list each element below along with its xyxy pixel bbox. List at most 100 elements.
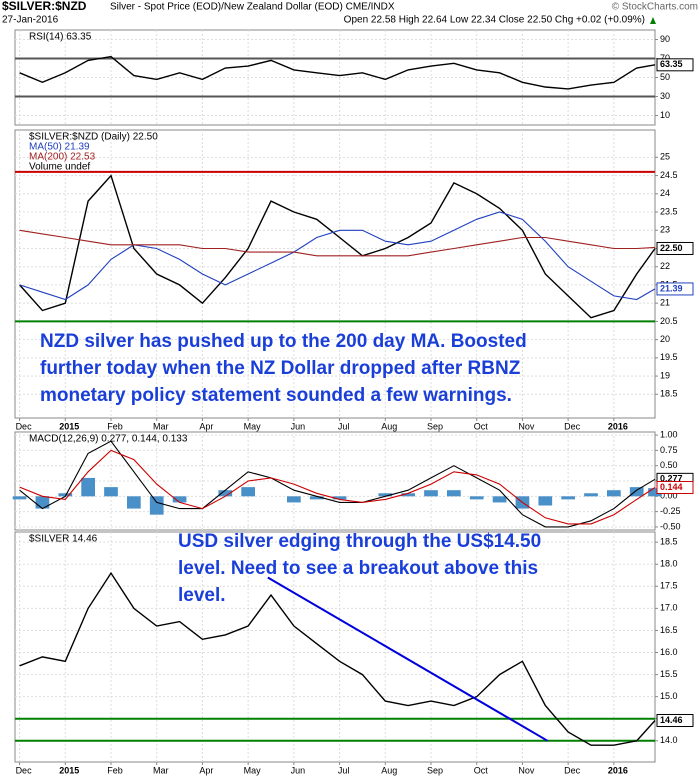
x-tick-label: Oct	[474, 765, 489, 775]
legend-entry: MA(200) 22.53	[29, 152, 96, 163]
x-tick-label: Jul	[338, 765, 350, 775]
up-arrow	[650, 17, 656, 24]
series-line	[19, 174, 656, 319]
series-line	[19, 229, 656, 257]
series-line	[19, 449, 656, 525]
trend-line	[267, 576, 549, 742]
y-tick-label: 24	[660, 188, 670, 198]
x-tick-label: Oct	[474, 421, 489, 431]
y-tick-label: 17.0	[660, 603, 678, 613]
x-tick-label: Dec	[16, 765, 33, 775]
last-value-box	[656, 58, 694, 72]
panel	[14, 129, 656, 419]
y-tick-label: 14.0	[660, 735, 678, 745]
x-tick-label: Mar	[153, 421, 169, 431]
legend-entry: Volume undef	[29, 162, 90, 173]
histogram-bar	[127, 496, 141, 509]
y-tick-label: -0.25	[660, 506, 681, 516]
y-tick-label: 15.5	[660, 669, 678, 679]
y-tick-label: 20.5	[660, 316, 678, 326]
panel-title: $SILVER 14.46	[29, 534, 98, 545]
x-tick-label: 2016	[608, 765, 628, 775]
histogram-bar	[378, 493, 393, 497]
x-tick-label: 2015	[59, 421, 79, 431]
y-tick-label: 17.5	[660, 581, 678, 591]
y-tick-label: 23	[660, 225, 670, 235]
x-tick-label: Mar	[153, 765, 169, 775]
panel-title: RSI(14) 63.35	[29, 32, 92, 43]
last-value-label: 14.46	[660, 715, 683, 725]
annotation: monetary policy statement sounded a few …	[40, 385, 512, 406]
x-tick-label: 2016	[608, 421, 628, 431]
y-tick-label: 0.50	[660, 460, 678, 470]
annotation: NZD silver has pushed up to the 200 day …	[40, 331, 527, 352]
x-tick-label: Nov	[518, 421, 535, 431]
histogram-bar	[538, 496, 553, 506]
last-value-label: 0.277	[660, 474, 683, 484]
y-tick-label: 20	[660, 334, 670, 344]
histogram-bar	[58, 493, 73, 497]
last-value-label: 21.39	[660, 283, 683, 293]
histogram-bar	[149, 496, 164, 515]
x-tick-label: 2015	[59, 765, 79, 775]
x-tick-label: Aug	[381, 421, 397, 431]
x-tick-label: Aug	[381, 765, 397, 775]
y-tick-label: 23.5	[660, 206, 678, 216]
y-tick-label: 22	[660, 261, 670, 271]
y-tick-label: 15.0	[660, 691, 678, 701]
annotation: level. Need to see a breakout above this	[178, 558, 538, 579]
y-tick-label: 18.5	[660, 537, 678, 547]
panel-title: $SILVER:$NZD (Daily) 22.50	[29, 132, 158, 143]
x-tick-label: Jun	[291, 765, 306, 775]
legend-entry: MA(50) 21.39	[29, 142, 90, 153]
x-tick-label: Feb	[107, 765, 123, 775]
x-tick-label: May	[244, 765, 262, 775]
annotation: level.	[178, 585, 226, 606]
histogram-bar	[561, 496, 575, 500]
histogram-bar	[287, 496, 301, 503]
histogram-bar	[35, 496, 50, 509]
x-tick-label: Dec	[564, 421, 581, 431]
series-line	[19, 211, 656, 301]
x-tick-label: Nov	[518, 765, 535, 775]
histogram-bar	[172, 496, 187, 503]
annotation: USD silver edging through the US$14.50	[178, 531, 541, 552]
histogram-bar	[629, 487, 644, 497]
x-tick-label: Apr	[199, 765, 213, 775]
histogram-bar	[401, 493, 415, 497]
histogram-bar	[607, 490, 621, 497]
last-value-box	[656, 241, 694, 255]
x-tick-label: Apr	[199, 421, 213, 431]
x-tick-label: Jun	[291, 421, 306, 431]
y-tick-label: 16.5	[660, 625, 678, 635]
histogram-bar	[492, 496, 507, 503]
histogram-bar	[447, 490, 461, 497]
histogram-bar	[104, 487, 118, 497]
y-tick-label: 1.00	[660, 429, 678, 439]
panel	[14, 531, 656, 763]
x-tick-label: Dec	[16, 421, 33, 431]
x-tick-label: May	[244, 421, 262, 431]
histogram-bar	[469, 496, 484, 500]
histogram-bar	[648, 488, 662, 497]
y-tick-label: 10	[660, 110, 670, 120]
histogram-bar	[424, 490, 438, 497]
y-tick-label: 70	[660, 53, 670, 63]
y-tick-label: 24.5	[660, 170, 678, 180]
series-line	[19, 440, 656, 528]
series-line	[19, 55, 656, 90]
histogram-bar	[12, 496, 27, 500]
y-tick-label: 18.0	[660, 559, 678, 569]
last-value-box	[656, 480, 694, 494]
y-tick-label: 21	[660, 298, 670, 308]
description: Silver - Spot Price (EOD)/New Zealand Do…	[110, 2, 395, 13]
last-value-box	[656, 282, 694, 296]
last-value-box	[656, 714, 694, 728]
y-tick-label: -0.50	[660, 521, 681, 531]
x-tick-label: Jul	[338, 421, 350, 431]
source: © StockCharts.com	[612, 2, 698, 13]
y-tick-label: 90	[660, 34, 670, 44]
panel-title: MACD(12,26,9) 0.277, 0.144, 0.133	[29, 434, 188, 445]
x-tick-label: Sep	[427, 421, 443, 431]
